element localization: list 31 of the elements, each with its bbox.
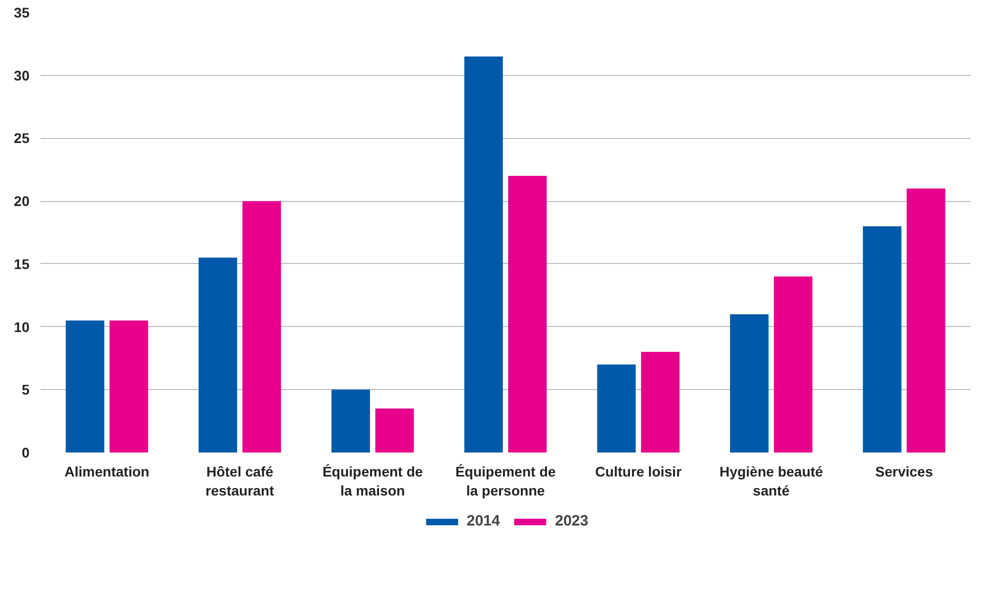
bar — [508, 176, 547, 452]
bar — [464, 56, 503, 452]
bar — [242, 201, 281, 452]
bar — [66, 320, 104, 452]
y-tick-label: 5 — [22, 382, 30, 398]
x-tick-label: Alimentation — [64, 464, 150, 480]
bar — [198, 258, 238, 452]
x-tick-label: Hygiène beauté santé — [719, 464, 824, 499]
bar — [730, 314, 769, 452]
bar — [862, 226, 902, 452]
x-tick-label: Équipement de la maison — [322, 464, 424, 499]
legend-label: 2023 — [555, 512, 588, 530]
bar — [597, 364, 636, 452]
y-tick-label: 0 — [22, 444, 30, 460]
bar — [110, 320, 148, 452]
y-tick-label: 30 — [14, 67, 30, 84]
y-tick-label: 25 — [14, 130, 30, 146]
x-tick-label: Hôtel café restaurant — [206, 464, 274, 499]
legend-label: 2014 — [466, 512, 500, 530]
bar — [375, 408, 414, 452]
y-tick-label: 15 — [14, 256, 30, 272]
bar — [641, 352, 680, 452]
x-tick-label: Équipement de la personne — [455, 464, 556, 499]
bar — [774, 276, 812, 452]
x-tick-label: Culture loisir — [595, 464, 682, 480]
y-tick-label: 35 — [14, 4, 30, 20]
bar — [331, 390, 370, 452]
y-tick-label: 20 — [14, 193, 30, 210]
y-tick-label: 10 — [14, 318, 30, 335]
x-tick-label: Services — [875, 464, 934, 480]
bar — [906, 188, 946, 452]
